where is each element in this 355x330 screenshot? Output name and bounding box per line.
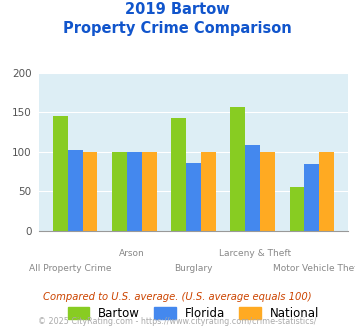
Legend: Bartow, Florida, National: Bartow, Florida, National [67, 307, 320, 320]
Text: © 2025 CityRating.com - https://www.cityrating.com/crime-statistics/: © 2025 CityRating.com - https://www.city… [38, 317, 317, 326]
Text: Arson: Arson [119, 249, 144, 258]
Bar [142, 152, 157, 231]
Text: Motor Vehicle Theft: Motor Vehicle Theft [273, 264, 355, 273]
Bar [53, 116, 68, 231]
Text: All Property Crime: All Property Crime [29, 264, 111, 273]
Bar [319, 152, 334, 231]
Bar [112, 152, 127, 231]
Text: Burglary: Burglary [174, 264, 213, 273]
Text: Larceny & Theft: Larceny & Theft [219, 249, 291, 258]
Bar [230, 107, 245, 231]
Bar [186, 163, 201, 231]
Bar [201, 152, 215, 231]
Bar [83, 152, 97, 231]
Bar [127, 152, 142, 231]
Bar [290, 187, 304, 231]
Bar [68, 150, 83, 231]
Bar [304, 164, 319, 231]
Text: Property Crime Comparison: Property Crime Comparison [63, 21, 292, 36]
Bar [260, 152, 275, 231]
Bar [171, 118, 186, 231]
Text: 2019 Bartow: 2019 Bartow [125, 2, 230, 16]
Bar [245, 146, 260, 231]
Text: Compared to U.S. average. (U.S. average equals 100): Compared to U.S. average. (U.S. average … [43, 292, 312, 302]
